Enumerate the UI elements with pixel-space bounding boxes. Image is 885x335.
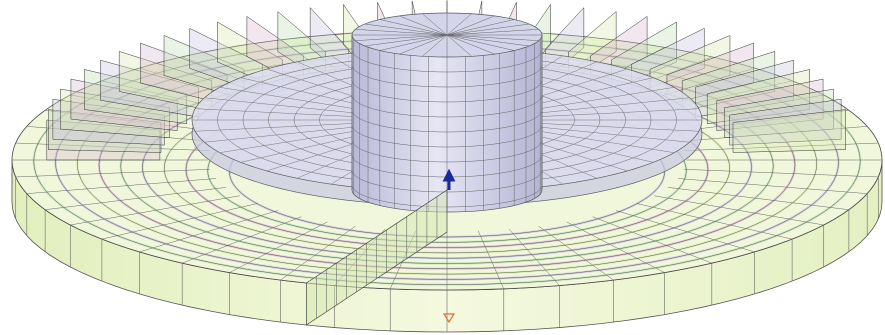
mesh-fin (695, 59, 794, 118)
mesh-fin (52, 98, 165, 146)
radial-edge (508, 228, 560, 286)
mesh (11, 0, 883, 333)
cylinder-top-radial (446, 23, 530, 36)
radial-edge (684, 142, 879, 151)
cylinder-top-radial (422, 13, 448, 36)
plateau-radial (195, 108, 354, 117)
cylinder-top-radial (364, 23, 448, 36)
plateau-radial (537, 126, 690, 143)
radial-edge (45, 187, 226, 210)
mesh-fin (681, 51, 776, 112)
plateau-radial (531, 129, 675, 153)
plateau-radial (523, 77, 654, 108)
radial-edge (70, 195, 240, 226)
cylinder-ring (351, 79, 543, 103)
cylinder-ring (351, 49, 543, 73)
cylinder-top-radial (379, 19, 448, 36)
cylinder-top-radial (446, 34, 472, 57)
cylinder-top-radial (355, 29, 448, 36)
cylinder-ring (351, 94, 543, 118)
cylinder-top-radial (446, 34, 495, 55)
cylinder-top-radial (446, 29, 539, 36)
mesh-fin (70, 78, 178, 131)
cylinder-top-radial (399, 34, 448, 55)
cylinder-top-radial (446, 34, 515, 51)
mesh-fin (84, 69, 188, 125)
plateau-radial (219, 87, 363, 111)
plateau-radial (240, 77, 371, 108)
radial-edge (101, 203, 258, 240)
cylinder-top-radial (399, 15, 448, 36)
radial-edge (592, 216, 712, 264)
cylinder-top-radial (446, 19, 515, 36)
cylinder-ring (351, 139, 543, 163)
mesh-fin (724, 88, 834, 139)
cylinder-top-radial (364, 34, 448, 47)
plateau-radial (219, 129, 363, 153)
radial-edge (684, 169, 879, 178)
radial-edge (566, 221, 665, 273)
radial-edge (668, 187, 849, 210)
plateau-radial (523, 132, 654, 163)
radial-edge (15, 142, 210, 151)
radial-edge (678, 178, 868, 194)
cylinder-ring (351, 109, 543, 133)
plateau-radial (531, 87, 675, 111)
support-marker (442, 313, 456, 324)
mesh-fin (118, 51, 213, 112)
plateau-radial (240, 132, 371, 163)
cylinder-ring (351, 124, 543, 148)
axis-arrow (442, 168, 456, 190)
cylinder-top-radial (446, 13, 472, 36)
plateau-radial (540, 108, 699, 117)
mesh-fin (60, 88, 170, 139)
cylinder-top-radial (446, 34, 539, 41)
cylinder-ring (351, 64, 543, 88)
radial-edge (280, 225, 356, 281)
radial-edge (654, 195, 824, 226)
radial-edge (15, 169, 210, 178)
plateau-radial (537, 97, 690, 114)
radial-edge (636, 203, 793, 240)
cylinder-top-radial (446, 34, 530, 47)
cylinder-top-radial (379, 34, 448, 51)
cylinder-top-radial (355, 34, 448, 41)
radial-edge (139, 210, 278, 253)
plateau-radial (204, 126, 357, 143)
radial-edge (229, 221, 328, 273)
mesh-fin (729, 98, 842, 146)
radial-edge (616, 210, 755, 253)
plateau-radial (195, 123, 354, 132)
plateau-radial (204, 97, 357, 114)
mesh-fin (140, 42, 228, 106)
radial-edge (26, 178, 216, 194)
mesh-fin (716, 78, 824, 131)
radial-edge (477, 230, 505, 289)
mesh-fin (706, 69, 810, 125)
cylinder-top-radial (446, 15, 495, 36)
mesh-fin (732, 109, 846, 153)
radial-edge (182, 216, 302, 264)
plateau-radial (540, 123, 699, 132)
mesh-fin (48, 109, 162, 153)
cylinder-top-radial (422, 34, 448, 57)
radial-edge (538, 225, 614, 281)
